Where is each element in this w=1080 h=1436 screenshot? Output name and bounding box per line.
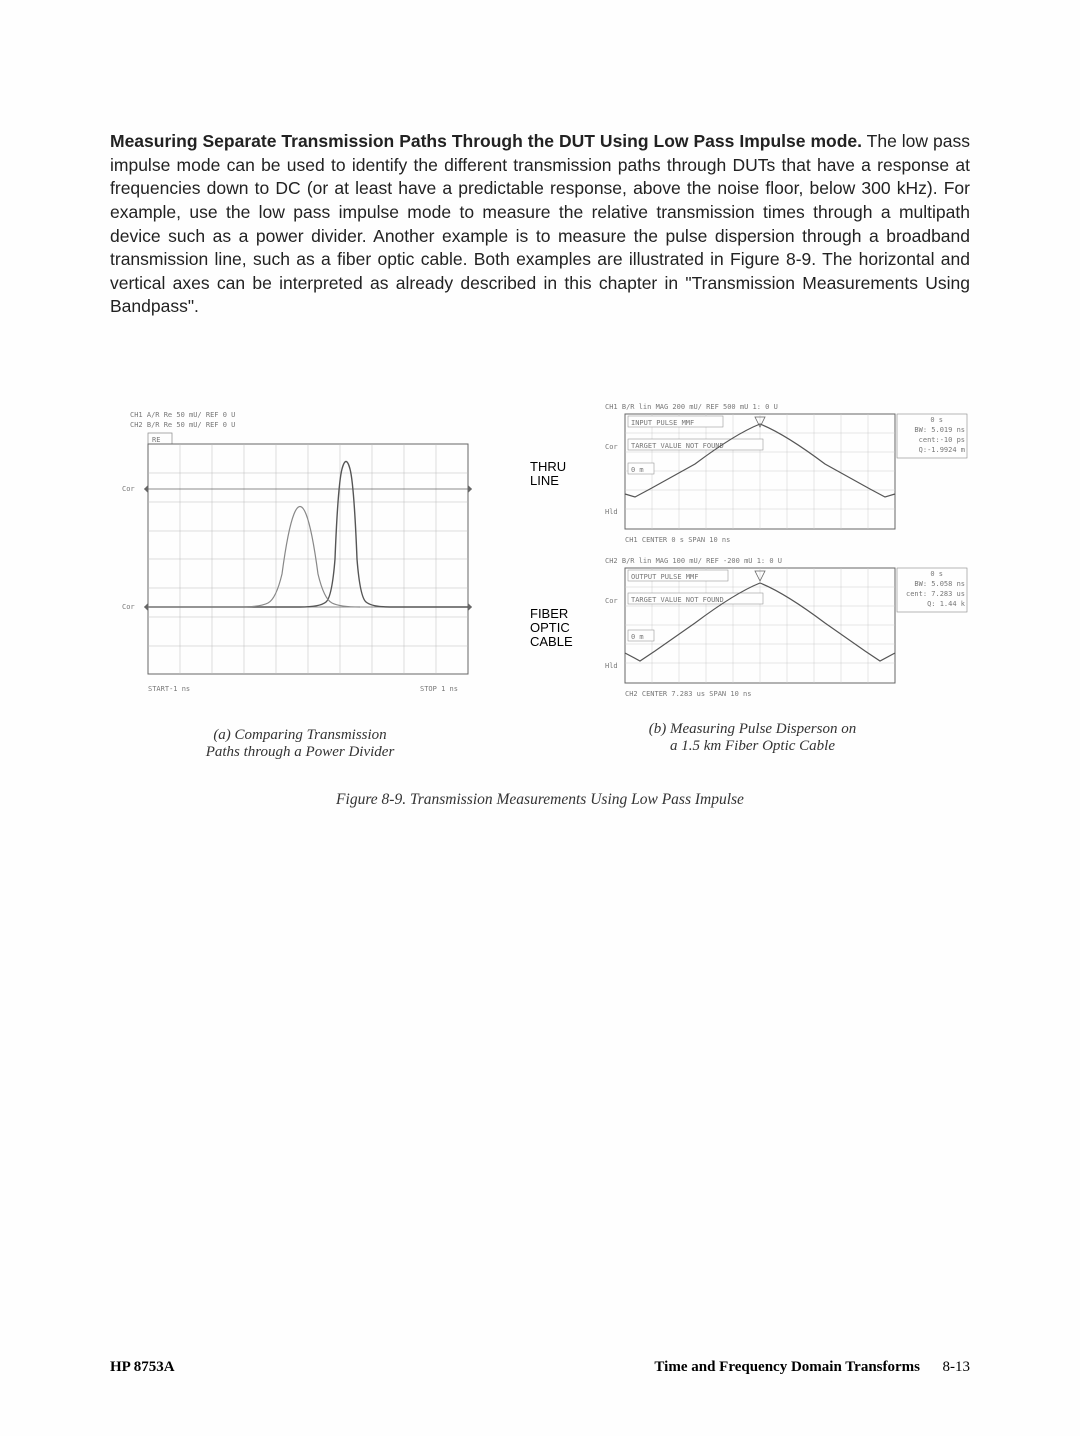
chart-b-bot-hld: Hld — [605, 662, 618, 670]
paragraph-text: The low pass impulse mode can be used to… — [110, 131, 970, 316]
chart-a-svg: CH1 A/R Re 50 mU/ REF 0 U CH2 B/R Re 50 … — [110, 399, 490, 709]
chart-b-bot-grid — [625, 568, 895, 683]
footer-left: HP 8753A — [110, 1359, 175, 1376]
chart-a-start: START-1 ns — [148, 685, 190, 693]
figure-caption: Figure 8-9. Transmission Measurements Us… — [110, 791, 970, 809]
chart-b-bot-label: FIBER OPTIC CABLE — [530, 607, 585, 650]
chart-b-bot-side3: cent: 7.283 us — [906, 590, 965, 598]
chart-b-bot-footer: CH2 CENTER 7.283 us SPAN 10 ns — [625, 690, 751, 698]
chart-b-top-footer: CH1 CENTER 0 s SPAN 10 ns — [625, 536, 730, 544]
chart-b-bot-side4: Q: 1.44 k — [927, 600, 966, 608]
chart-b-bot-header: CH2 B/R lin MAG 100 mU/ REF -200 mU 1: 0… — [605, 557, 782, 565]
chart-b-top-side4: Q:-1.9924 m — [919, 446, 965, 454]
footer-title: Time and Frequency Domain Transforms — [654, 1359, 920, 1375]
footer-right: Time and Frequency Domain Transforms 8-1… — [654, 1359, 970, 1376]
chart-b-top-cor: Cor — [605, 443, 618, 451]
caption-a: (a) Comparing Transmission Paths through… — [110, 727, 490, 761]
chart-b-top-svg: CH1 B/R lin MAG 200 mU/ REF 500 mU 1: 0 … — [595, 399, 975, 549]
chart-a-cor2: Cor — [122, 603, 135, 611]
chart-b-top-side1: 0 s — [930, 416, 943, 424]
chart-b-bot-side1: 0 s — [930, 570, 943, 578]
footer-page: 8-13 — [943, 1359, 971, 1375]
chart-b-top-mark: 0 m — [631, 466, 644, 474]
chart-a-header1: CH1 A/R Re 50 mU/ REF 0 U — [130, 411, 235, 419]
body-paragraph: Measuring Separate Transmission Paths Th… — [110, 130, 970, 319]
chart-b-top-label: THRU LINE — [530, 460, 585, 489]
chart-a-grid — [148, 444, 468, 674]
chart-b-bot-svg: CH2 B/R lin MAG 100 mU/ REF -200 mU 1: 0… — [595, 553, 975, 703]
chart-b-top-header: CH1 B/R lin MAG 200 mU/ REF 500 mU 1: 0 … — [605, 403, 778, 411]
chart-b-bot-cor: Cor — [605, 597, 618, 605]
chart-b-top-grid — [625, 414, 895, 529]
chart-b-top-hld: Hld — [605, 508, 618, 516]
chart-b: THRU LINE CH1 B/R lin MAG 200 mU/ REF 50… — [530, 399, 975, 761]
chart-b-bot-side2: BW: 5.058 ns — [914, 580, 965, 588]
chart-a-re-text: RE — [152, 436, 160, 444]
chart-a-cor1: Cor — [122, 485, 135, 493]
caption-b: (b) Measuring Pulse Disperson on a 1.5 k… — [530, 721, 975, 755]
chart-b-top-box2: TARGET VALUE NOT FOUND — [631, 442, 724, 450]
chart-a-header2: CH2 B/R Re 50 mU/ REF 0 U — [130, 421, 235, 429]
paragraph-heading: Measuring Separate Transmission Paths Th… — [110, 131, 862, 151]
chart-b-top-box1: INPUT PULSE MMF — [631, 419, 694, 427]
figure-area: CH1 A/R Re 50 mU/ REF 0 U CH2 B/R Re 50 … — [110, 399, 970, 761]
page-footer: HP 8753A Time and Frequency Domain Trans… — [110, 1359, 970, 1376]
chart-a: CH1 A/R Re 50 mU/ REF 0 U CH2 B/R Re 50 … — [110, 399, 490, 761]
chart-b-top-side2: BW: 5.019 ns — [914, 426, 965, 434]
chart-a-stop: STOP 1 ns — [420, 685, 458, 693]
chart-b-bot-box1: OUTPUT PULSE MMF — [631, 573, 698, 581]
page: Measuring Separate Transmission Paths Th… — [0, 0, 1080, 1436]
chart-b-bot-box2: TARGET VALUE NOT FOUND — [631, 596, 724, 604]
chart-b-bot-mark: 0 m — [631, 633, 644, 641]
chart-b-top-side3: cent:-10 ps — [919, 436, 965, 444]
